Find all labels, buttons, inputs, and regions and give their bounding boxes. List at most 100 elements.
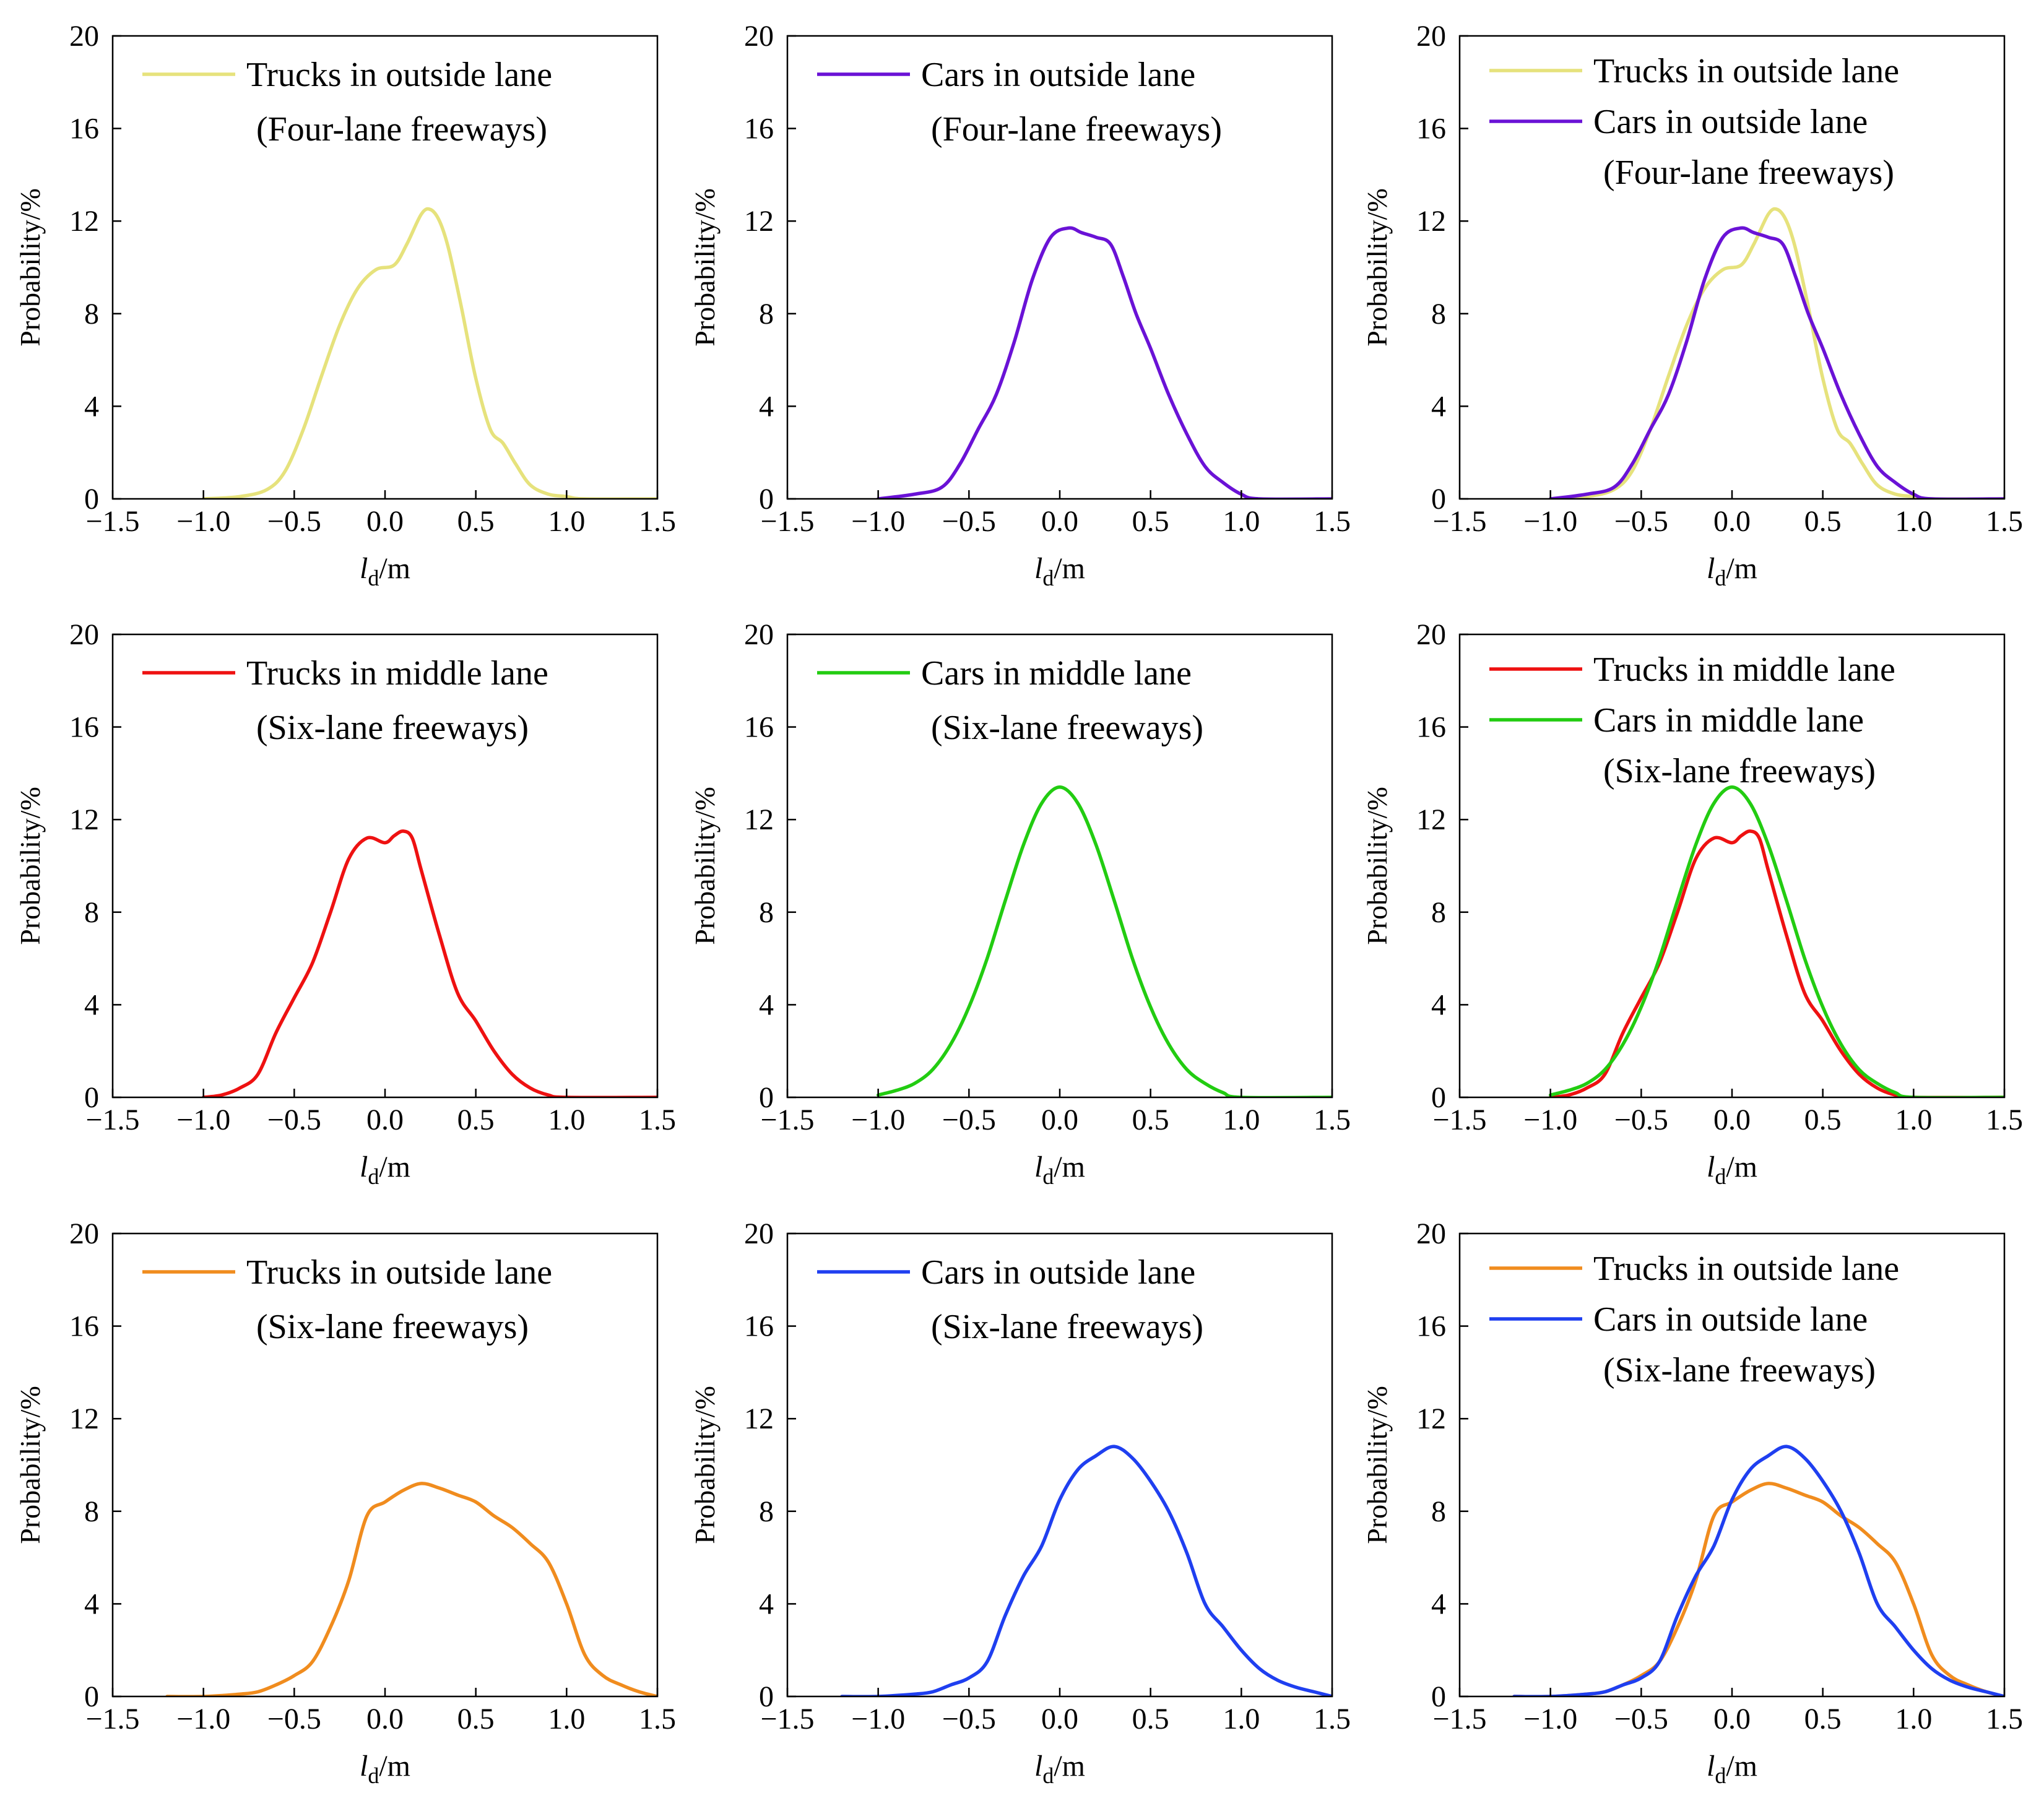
y-tick-label: 12 xyxy=(69,803,99,836)
y-tick-label: 12 xyxy=(69,1402,99,1435)
x-axis-label-unit: /m xyxy=(379,1750,410,1782)
y-tick-label: 8 xyxy=(759,298,774,331)
series-line-1 xyxy=(1512,1482,2004,1696)
legend-label-1: Trucks in outside lane xyxy=(246,1253,552,1292)
subplot-1: −1.5 −1.0 −0.5 0.0 0.5 1.0 1.5 0 4 8 12 16 20 ld/m Pro… xyxy=(14,20,676,590)
x-axis-label-sub: d xyxy=(1042,1763,1054,1788)
x-axis-label-unit: /m xyxy=(1054,1750,1085,1782)
y-tick-label: 0 xyxy=(759,1081,774,1114)
plot-frame xyxy=(111,633,659,1099)
y-tick-label: 0 xyxy=(759,483,774,516)
legend-note: (Four-lane freeways) xyxy=(931,110,1222,149)
x-axis-label-var: l xyxy=(360,1151,368,1183)
x-tick-label: −1.5 xyxy=(1432,1703,1486,1735)
x-tick-label: −0.5 xyxy=(942,1703,996,1735)
x-tick-label: −0.5 xyxy=(267,1703,321,1735)
subplot-3: −1.5 −1.0 −0.5 0.0 0.5 1.0 1.5 0 4 8 12 16 20 ld/m Pro… xyxy=(1361,20,2023,590)
y-tick-label: 0 xyxy=(84,1081,99,1114)
y-tick-label: 12 xyxy=(744,205,774,238)
x-axis-label-unit: /m xyxy=(379,552,410,585)
x-tick-label: −0.5 xyxy=(942,505,996,538)
y-tick-label: 12 xyxy=(744,803,774,836)
x-tick-label: 0.0 xyxy=(366,1703,404,1735)
y-tick-label: 16 xyxy=(69,1310,99,1343)
x-axis-label-var: l xyxy=(1707,1750,1715,1782)
legend-note: (Six-lane freeways) xyxy=(256,709,529,747)
legend-note: (Four-lane freeways) xyxy=(256,110,547,149)
x-tick-label: −1.0 xyxy=(176,505,230,538)
legend-label-1: Cars in outside lane xyxy=(921,56,1195,94)
x-axis-label-var: l xyxy=(1034,552,1042,585)
legend-label-1: Trucks in outside lane xyxy=(246,56,552,94)
x-axis-label-var: l xyxy=(1707,1151,1715,1183)
x-tick-label: −1.0 xyxy=(1523,505,1577,538)
y-tick-label: 12 xyxy=(744,1402,774,1435)
y-axis-label: Probability/% xyxy=(1361,188,1393,347)
x-tick-label: 1.5 xyxy=(639,1703,676,1735)
subplot-9: −1.5 −1.0 −0.5 0.0 0.5 1.0 1.5 0 4 8 12 16 20 ld/m Pro… xyxy=(1361,1217,2023,1788)
legend-label-1: Cars in middle lane xyxy=(921,654,1192,693)
x-axis-label-unit: /m xyxy=(1726,1750,1757,1782)
x-axis-label-unit: /m xyxy=(379,1151,410,1183)
y-tick-label: 12 xyxy=(69,205,99,238)
x-tick-label: −0.5 xyxy=(1614,1703,1668,1735)
x-tick-label: −1.0 xyxy=(1523,1703,1577,1735)
x-tick-label: 1.0 xyxy=(548,1104,585,1136)
y-tick-label: 4 xyxy=(84,988,99,1021)
x-tick-label: −0.5 xyxy=(942,1104,996,1136)
plot-frame xyxy=(786,633,1333,1099)
series-line-1 xyxy=(1548,829,2004,1097)
x-axis-label-sub: d xyxy=(1715,1164,1726,1189)
x-axis-label-sub: d xyxy=(1715,566,1726,590)
x-tick-label: 1.0 xyxy=(1223,505,1260,538)
y-tick-label: 20 xyxy=(1416,20,1446,53)
y-tick-label: 8 xyxy=(759,896,774,929)
x-axis-label: ld/m xyxy=(1034,1151,1085,1189)
x-tick-label: 1.5 xyxy=(1986,1104,2023,1136)
x-axis-label-sub: d xyxy=(1715,1763,1726,1788)
y-tick-label: 12 xyxy=(1416,803,1446,836)
x-tick-label: 0.5 xyxy=(1804,505,1842,538)
x-axis-label-var: l xyxy=(1034,1151,1042,1183)
x-tick-label: 0.5 xyxy=(1804,1703,1842,1735)
y-tick-label: 16 xyxy=(744,711,774,744)
x-tick-label: 0.0 xyxy=(1713,1703,1751,1735)
y-tick-label: 8 xyxy=(1431,896,1446,929)
legend-note: (Six-lane freeways) xyxy=(931,709,1203,747)
subplot-7: −1.5 −1.0 −0.5 0.0 0.5 1.0 1.5 0 4 8 12 16 20 ld/m Pro… xyxy=(14,1217,676,1788)
y-tick-label: 16 xyxy=(744,1310,774,1343)
legend-label-1: Cars in outside lane xyxy=(921,1253,1195,1292)
y-tick-label: 12 xyxy=(1416,205,1446,238)
x-axis-label-sub: d xyxy=(368,1763,379,1788)
x-tick-label: 1.0 xyxy=(1223,1703,1260,1735)
x-axis-label: ld/m xyxy=(1034,1750,1085,1788)
x-axis-label-var: l xyxy=(360,1750,368,1782)
x-tick-label: −0.5 xyxy=(267,505,321,538)
y-axis-label: Probability/% xyxy=(689,1386,721,1544)
y-axis-label: Probability/% xyxy=(14,787,46,945)
y-axis-label: Probability/% xyxy=(1361,787,1393,945)
y-tick-label: 12 xyxy=(1416,1402,1446,1435)
x-tick-label: 1.0 xyxy=(548,505,585,538)
legend-label-1: Trucks in middle lane xyxy=(246,654,548,693)
x-axis-label: ld/m xyxy=(360,1151,410,1189)
y-axis-label: Probability/% xyxy=(14,188,46,347)
x-axis-label-var: l xyxy=(360,552,368,585)
y-tick-label: 20 xyxy=(1416,618,1446,651)
x-tick-label: 0.0 xyxy=(366,1104,404,1136)
x-tick-label: 0.5 xyxy=(457,505,495,538)
x-axis-label-unit: /m xyxy=(1726,552,1757,585)
x-tick-label: −1.0 xyxy=(851,1703,905,1735)
x-tick-label: 1.5 xyxy=(639,505,676,538)
y-tick-label: 4 xyxy=(1431,1588,1446,1620)
y-axis-label: Probability/% xyxy=(14,1386,46,1544)
y-tick-label: 4 xyxy=(759,1588,774,1620)
x-tick-label: −0.5 xyxy=(1614,1104,1668,1136)
legend-label-2: Cars in outside lane xyxy=(1593,103,1868,141)
x-axis-label-sub: d xyxy=(1042,1164,1054,1189)
y-tick-label: 8 xyxy=(759,1495,774,1528)
plot-frame xyxy=(786,1232,1333,1698)
series-line-2 xyxy=(1548,226,2004,499)
x-tick-label: 0.5 xyxy=(1132,1703,1169,1735)
